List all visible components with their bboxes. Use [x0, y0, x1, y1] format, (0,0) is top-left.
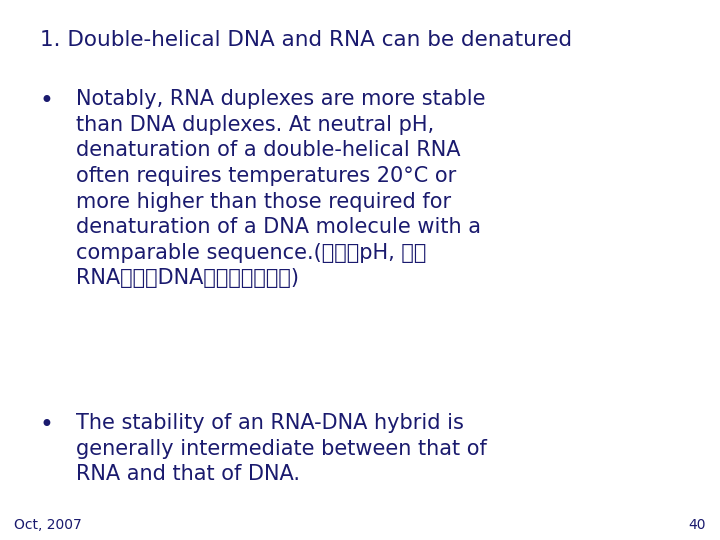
Text: 40: 40 — [688, 518, 706, 532]
Text: •: • — [40, 89, 53, 113]
Text: Notably, RNA duplexes are more stable
than DNA duplexes. At neutral pH,
denatura: Notably, RNA duplexes are more stable th… — [76, 89, 485, 288]
Text: 1. Double-helical DNA and RNA can be denatured: 1. Double-helical DNA and RNA can be den… — [40, 30, 572, 50]
Text: •: • — [40, 413, 53, 437]
Text: Oct, 2007: Oct, 2007 — [14, 518, 82, 532]
Text: The stability of an RNA-DNA hybrid is
generally intermediate between that of
RNA: The stability of an RNA-DNA hybrid is ge… — [76, 413, 487, 484]
